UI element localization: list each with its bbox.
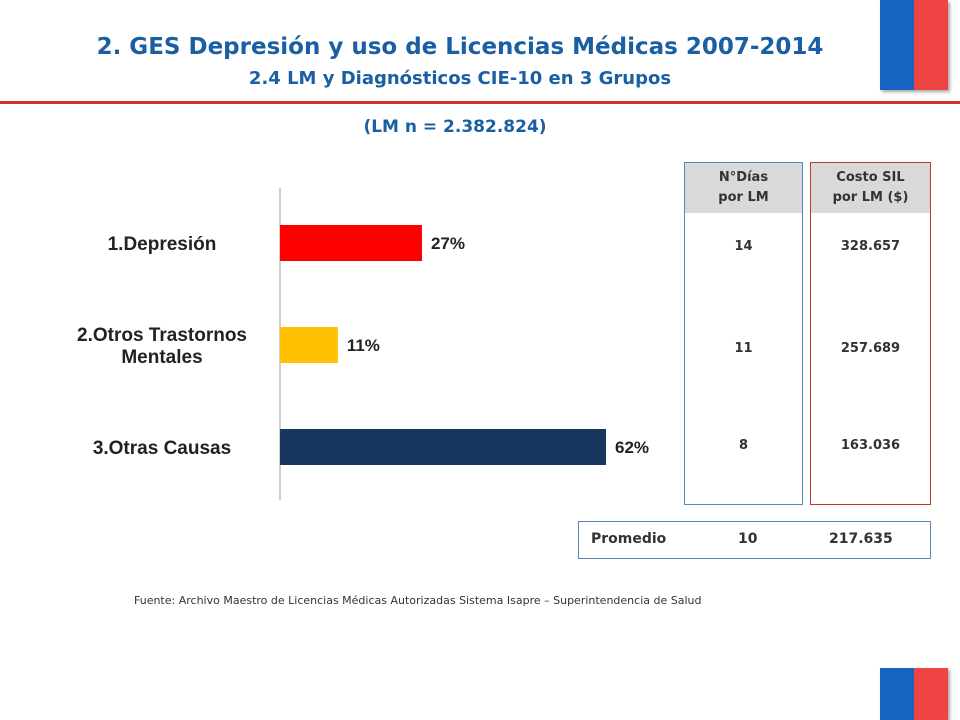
flag-blue-stripe [880,668,914,720]
value-label-2-otros-trastornos-mentales: 11% [347,336,380,355]
value-label-1-depresion: 27% [431,234,465,253]
source-note: Fuente: Archivo Maestro de Licencias Méd… [134,594,702,607]
bar-1-depresion [280,225,422,261]
average-label: Promedio [591,531,667,547]
category-label-line: Mentales [121,347,202,368]
page-title: 2. GES Depresión y uso de Licencias Médi… [96,34,824,60]
cost-cell-depresion: 328.657 [840,239,901,254]
days-header-line-2: por LM [718,190,769,205]
cost-header-line-2: por LM ($) [832,190,909,205]
days-cell-depresion: 14 [734,239,753,254]
page-subtitle: 2.4 LM y Diagnósticos CIE-10 en 3 Grupos [248,68,672,89]
days-column-header: N°Días por LM [685,163,802,213]
days-per-license-column: N°Días por LM 14 11 8 [684,162,803,505]
flag-blue-stripe [880,0,914,90]
category-label-1-depresion: 1.Depresión [108,234,217,255]
days-cell-otros-trastornos: 11 [734,341,753,356]
flag-red-stripe [914,0,948,90]
flag-red-stripe [914,668,948,720]
title-divider [0,101,960,104]
cost-cell-otras-causas: 163.036 [840,438,901,453]
chart-title: (LM n = 2.382.824) [363,117,547,137]
category-label-line: 1.Depresión [108,234,217,255]
value-label-3-otras-causas: 62% [615,438,649,457]
category-label-2-otros-trastornos-mentales: 2.Otros Trastornos Mentales [77,325,247,368]
cost-header-line-1: Costo SIL [836,170,905,185]
average-cost: 217.635 [829,531,893,547]
bar-chart: 27% 1.Depresión 11% 2.Otros Trastornos Menta… [77,188,649,500]
flag-logo-bottom [880,668,948,720]
cost-cell-otros-trastornos: 257.689 [840,341,901,356]
category-label-line: 3.Otras Causas [93,438,231,459]
bar-3-otras-causas [280,429,606,465]
category-label-line: 2.Otros Trastornos [77,325,247,346]
average-days: 10 [738,531,758,547]
cost-per-license-column: Costo SIL por LM ($) 328.657 257.689 163… [810,162,931,505]
bar-2-otros-trastornos-mentales [280,327,338,363]
flag-logo-top [880,0,948,90]
days-cell-otras-causas: 8 [738,438,749,453]
category-label-3-otras-causas: 3.Otras Causas [93,438,231,459]
cost-column-header: Costo SIL por LM ($) [811,163,930,213]
average-row: Promedio 10 217.635 [578,521,931,559]
days-header-line-1: N°Días [718,170,769,185]
